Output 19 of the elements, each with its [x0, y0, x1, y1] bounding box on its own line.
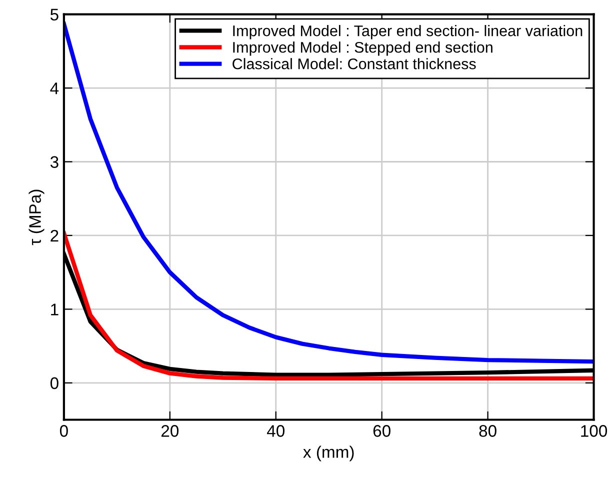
line-series: [64, 22, 594, 364]
y-tick-label: 0: [50, 377, 58, 390]
x-tick-label: 0: [60, 425, 68, 437]
x-tick-label: 60: [373, 425, 390, 437]
y-axis-title: τ (MPa): [28, 190, 44, 246]
x-tick-label: 100: [581, 425, 608, 437]
y-tick-label: 5: [50, 8, 58, 21]
x-tick-label: 40: [266, 425, 284, 437]
x-tick-label: 80: [479, 425, 496, 437]
line-series: [64, 231, 594, 381]
y-tick-label: 1: [51, 304, 58, 316]
legend-label: Improved Model : Taper end section- linear variation: [233, 25, 582, 40]
legend-label: Improved Model : Stepped end section: [233, 42, 492, 56]
y-tick-label: 4: [50, 82, 59, 94]
x-axis-title: x (mm): [303, 446, 354, 462]
legend-label: Classical Model: Constant thickness: [232, 58, 476, 70]
y-tick-label: 3: [50, 156, 58, 168]
x-tick-label: 20: [161, 425, 179, 437]
y-tick-label: 2: [50, 230, 58, 242]
